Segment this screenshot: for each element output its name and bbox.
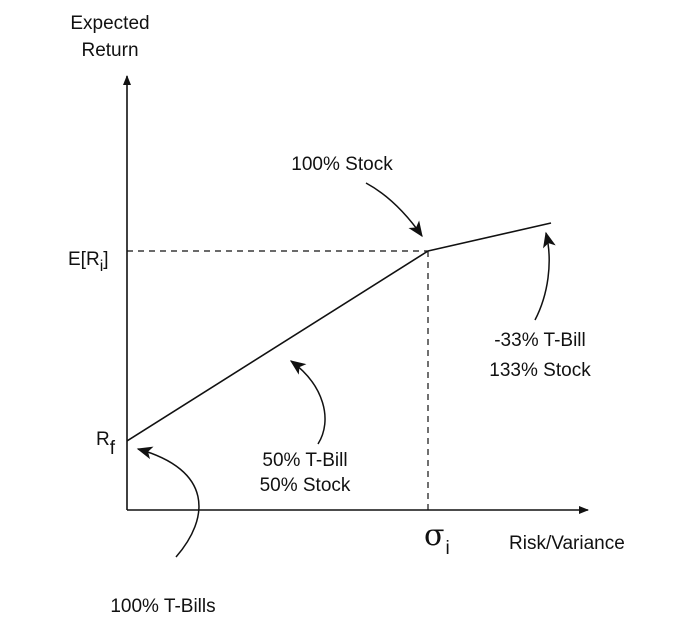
y-axis-label-line1: Expected [70,13,149,34]
y-axis-label-line2: Return [81,40,138,61]
full-stock-arrow [365,182,423,238]
x-axis-label: Risk/Variance [509,533,625,554]
all-tbills-label: 100% T-Bills [110,596,215,617]
half-arrow [289,360,326,445]
sigma-marker: σi [424,518,450,559]
expected-return-subscript: i [100,258,104,275]
expected-return-marker: E[Ri] [68,249,109,275]
expected-return-prefix: E[R [68,249,100,270]
expected-return-suffix: ] [103,249,108,270]
sigma-main: σ [424,518,444,553]
sigma-subscript: i [445,538,449,559]
risk-free-subscript: f [110,438,116,459]
all-tbills-arrow [136,446,200,558]
half-label-line2: 50% Stock [260,475,351,496]
allocation-line-borrowing [427,222,552,252]
half-label-line1: 50% T-Bill [262,450,347,471]
allocation-line-lending [126,250,429,442]
risk-free-main: R [96,429,110,450]
full-stock-label: 100% Stock [291,154,393,175]
risk-free-marker: Rf [96,429,116,459]
levered-label-line1: -33% T-Bill [494,330,586,351]
levered-arrow [534,231,556,321]
levered-label-line2: 133% Stock [489,360,591,381]
